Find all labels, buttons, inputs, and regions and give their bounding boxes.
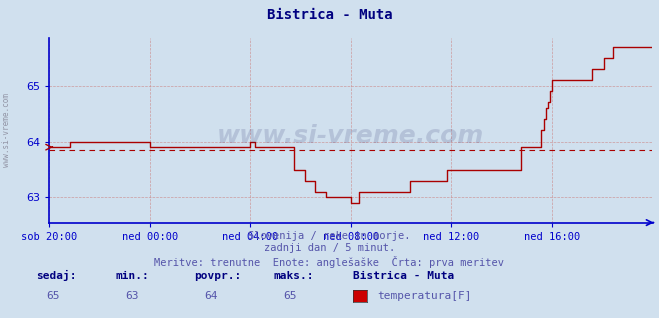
Text: zadnji dan / 5 minut.: zadnji dan / 5 minut. xyxy=(264,243,395,253)
Text: Bistrica - Muta: Bistrica - Muta xyxy=(267,8,392,22)
Text: Meritve: trenutne  Enote: anglešaške  Črta: prva meritev: Meritve: trenutne Enote: anglešaške Črta… xyxy=(154,256,505,268)
Text: min.:: min.: xyxy=(115,272,149,281)
Text: 65: 65 xyxy=(283,291,297,301)
Text: Slovenija / reke in morje.: Slovenija / reke in morje. xyxy=(248,231,411,240)
Text: 64: 64 xyxy=(204,291,217,301)
Text: Bistrica - Muta: Bistrica - Muta xyxy=(353,272,454,281)
Text: maks.:: maks.: xyxy=(273,272,314,281)
Text: temperatura[F]: temperatura[F] xyxy=(378,291,472,301)
Text: 63: 63 xyxy=(125,291,138,301)
Text: povpr.:: povpr.: xyxy=(194,272,242,281)
Text: www.si-vreme.com: www.si-vreme.com xyxy=(1,93,11,167)
Text: 65: 65 xyxy=(46,291,59,301)
Text: sedaj:: sedaj: xyxy=(36,270,76,281)
Text: www.si-vreme.com: www.si-vreme.com xyxy=(217,124,484,148)
